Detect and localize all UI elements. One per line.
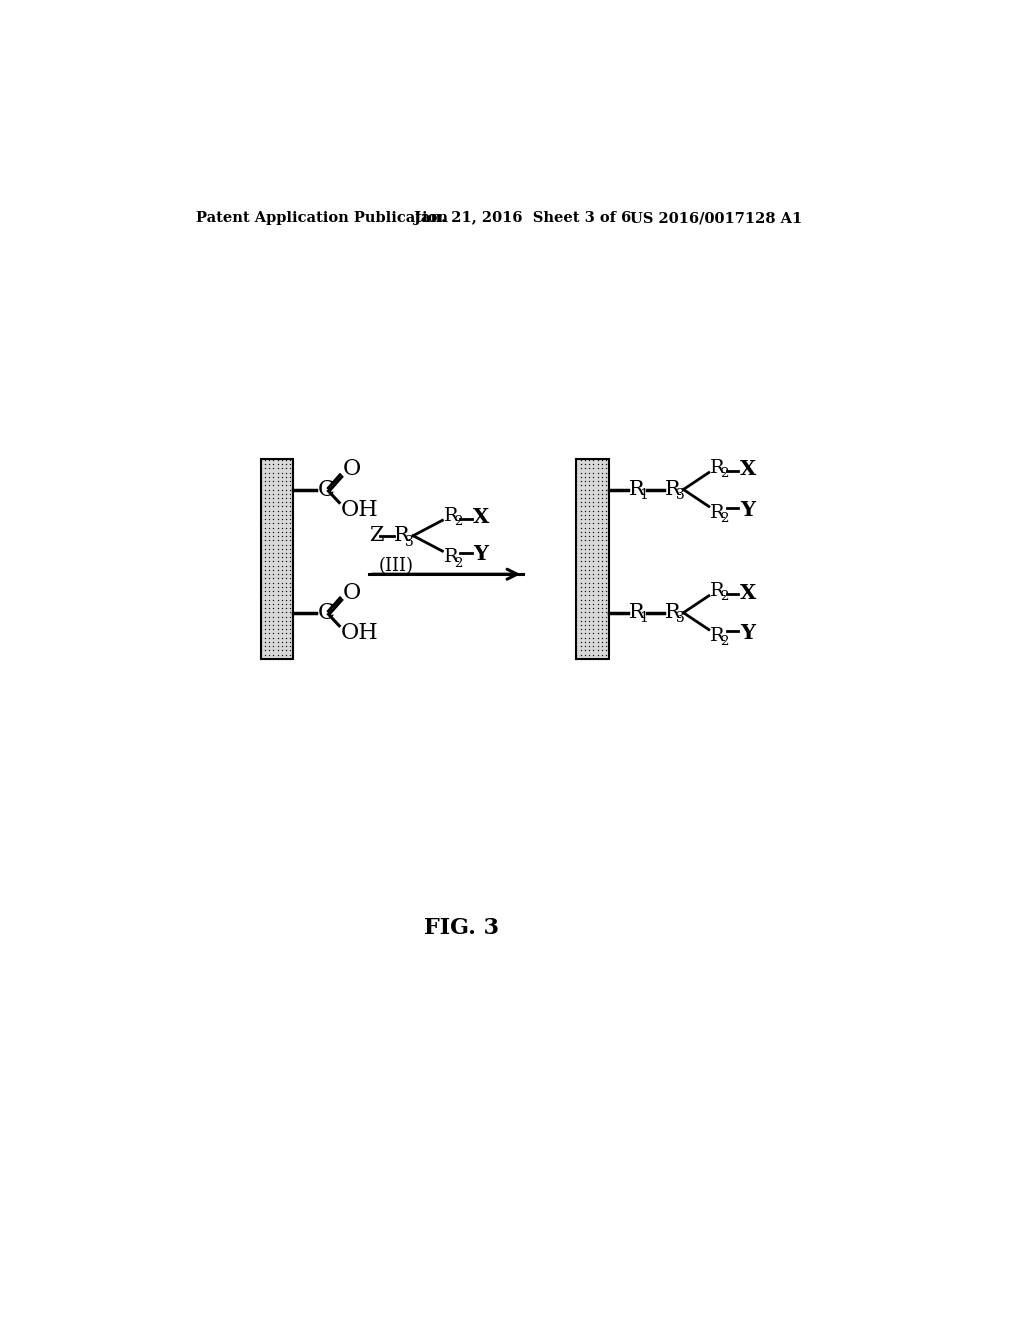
Text: R: R [711,582,725,601]
Bar [261,459,293,659]
Text: 2: 2 [720,512,729,525]
Text: R: R [665,603,681,622]
Text: 3: 3 [676,488,684,502]
Text: C: C [317,602,335,624]
Bar [261,459,293,659]
Text: R: R [444,507,459,524]
Text: Y: Y [739,499,755,520]
Text: 2: 2 [720,590,729,603]
Text: R: R [711,504,725,521]
Text: 1: 1 [640,488,648,502]
Text: O: O [342,458,360,480]
Text: Z: Z [370,527,384,545]
Text: X: X [739,582,756,603]
Text: FIG. 3: FIG. 3 [424,917,499,940]
Bar [577,459,608,659]
Text: 3: 3 [676,611,684,626]
Text: OH: OH [341,499,379,520]
Text: US 2016/0017128 A1: US 2016/0017128 A1 [630,211,802,226]
Text: Jan. 21, 2016  Sheet 3 of 6: Jan. 21, 2016 Sheet 3 of 6 [414,211,631,226]
Text: R: R [629,603,644,622]
Text: X: X [739,459,756,479]
Text: O: O [342,582,360,603]
Text: 1: 1 [640,611,648,626]
Text: X: X [473,507,489,527]
Text: R: R [629,480,644,499]
Text: R: R [394,527,410,545]
Text: C: C [317,479,335,500]
Text: 2: 2 [454,557,462,570]
Text: R: R [711,627,725,644]
Text: 3: 3 [404,535,414,549]
Text: R: R [711,459,725,477]
Bar [577,459,608,659]
Text: Patent Application Publication: Patent Application Publication [196,211,449,226]
Text: R: R [444,548,459,566]
Text: 2: 2 [454,515,462,528]
Text: Y: Y [473,544,488,564]
Text: R: R [665,480,681,499]
Text: Y: Y [739,623,755,643]
Text: 2: 2 [720,467,729,480]
Text: (III): (III) [379,557,414,576]
Text: OH: OH [341,622,379,644]
Text: 2: 2 [720,635,729,648]
